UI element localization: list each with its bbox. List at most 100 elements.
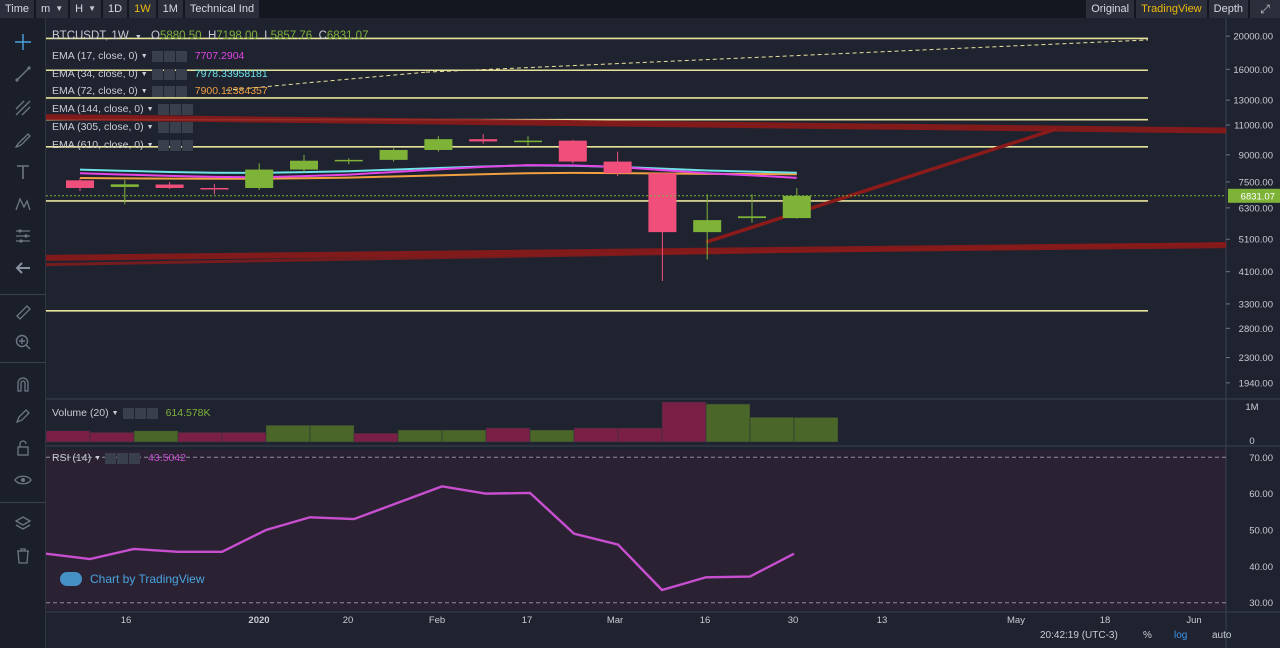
ema-label: EMA (144, close, 0) <box>52 103 144 115</box>
eye-icon[interactable] <box>134 407 146 419</box>
fullscreen-icon[interactable]: ⤢ <box>1250 0 1280 18</box>
interval-1d-button[interactable]: 1D <box>103 0 128 18</box>
prediction-tool-icon[interactable] <box>13 226 33 246</box>
view-original-tab[interactable]: Original <box>1086 0 1135 18</box>
technical-indicators-button[interactable]: Technical Ind <box>184 0 260 18</box>
settings-icon[interactable] <box>157 103 169 115</box>
fib-retracement-icon[interactable] <box>13 98 33 118</box>
volume-bar <box>485 427 531 443</box>
settings-icon[interactable] <box>122 407 134 419</box>
ema-legend-row[interactable]: EMA (34, close, 0) ▼ 7978.33958181 <box>52 68 268 80</box>
ema-legend-row[interactable]: EMA (72, close, 0) ▼ 7900.12384357 <box>52 85 268 97</box>
low-label: L <box>264 30 271 42</box>
draw-mode-icon[interactable] <box>13 406 33 426</box>
close-icon[interactable] <box>175 68 187 80</box>
view-depth-tab[interactable]: Depth <box>1208 0 1248 18</box>
close-icon[interactable] <box>181 121 193 133</box>
watermark-label: Chart by TradingView <box>90 572 205 586</box>
close-icon[interactable] <box>129 452 141 464</box>
open-label: O <box>151 30 160 42</box>
time-axis-label: 16 <box>700 615 711 626</box>
toolbar-divider <box>0 502 46 503</box>
last-price-label: 6831.07 <box>1241 191 1275 202</box>
volume-legend[interactable]: Volume (20) ▼ 614.578K <box>52 407 211 419</box>
eye-icon[interactable] <box>163 50 175 62</box>
close-icon[interactable] <box>181 103 193 115</box>
text-tool-icon[interactable] <box>13 162 33 182</box>
ruler-icon[interactable] <box>13 302 33 322</box>
settings-icon[interactable] <box>105 452 117 464</box>
time-button[interactable]: Time <box>0 0 35 18</box>
volume-axis-label: 1M <box>1245 402 1258 413</box>
eye-icon[interactable] <box>169 103 181 115</box>
volume-bar <box>89 432 135 443</box>
eye-icon[interactable] <box>117 452 129 464</box>
settings-icon[interactable] <box>151 50 163 62</box>
layers-icon[interactable] <box>13 514 33 534</box>
volume-bar <box>133 430 179 443</box>
eye-icon[interactable] <box>163 85 175 97</box>
candle-body <box>66 180 94 188</box>
magnet-icon[interactable] <box>13 374 33 394</box>
ema-legend-row[interactable]: EMA (610, close, 0) ▼ <box>52 137 199 153</box>
eye-icon[interactable] <box>169 121 181 133</box>
interval-1m-label: 1M <box>162 3 178 15</box>
minute-dropdown[interactable]: m ▼ <box>36 0 69 18</box>
volume-bar <box>353 432 399 443</box>
hour-dropdown[interactable]: H ▼ <box>70 0 102 18</box>
brush-icon[interactable] <box>13 130 33 150</box>
trend-line-icon[interactable] <box>13 64 33 84</box>
arrow-left-icon[interactable] <box>13 258 33 278</box>
lock-icon[interactable] <box>13 438 33 458</box>
price-axis-label: 6300.00 <box>1239 203 1273 214</box>
chart-canvas[interactable]: 20000.00 16000.00 13000.00 11000.00 9000.00 7… <box>45 18 1280 648</box>
time-axis-label: 2020 <box>248 615 269 626</box>
ema-legend-row[interactable]: EMA (305, close, 0) ▼ <box>52 119 199 135</box>
settings-icon[interactable] <box>157 121 169 133</box>
rsi-legend[interactable]: RSI (14) ▼ 43.5042 <box>52 452 186 464</box>
volume-label: Volume (20) <box>52 407 109 419</box>
crosshair-icon[interactable] <box>13 32 33 52</box>
candle-body <box>110 184 139 187</box>
hour-label: H <box>75 3 84 15</box>
eye-icon[interactable] <box>169 139 181 151</box>
high-value: 7198.00 <box>216 30 258 42</box>
interval-1w-button[interactable]: 1W <box>129 0 156 18</box>
candle-body <box>514 140 542 143</box>
eye-icon[interactable] <box>163 68 175 80</box>
ema-legend-row[interactable]: EMA (144, close, 0) ▼ <box>52 101 199 117</box>
rsi-axis-label: 50.00 <box>1249 526 1273 537</box>
settings-icon[interactable] <box>151 68 163 80</box>
tradingview-watermark[interactable]: Chart by TradingView <box>60 572 205 586</box>
toolbar-divider <box>0 362 46 363</box>
clock-label: 20:42:19 (UTC-3) <box>1040 630 1118 641</box>
settings-icon[interactable] <box>151 85 163 97</box>
percent-toggle[interactable]: % <box>1143 630 1152 641</box>
ema-legend-row[interactable]: EMA (17, close, 0) ▼ 7707.2904 <box>52 50 245 62</box>
candle-body <box>469 139 498 142</box>
zoom-in-icon[interactable] <box>13 332 33 352</box>
auto-toggle[interactable]: auto <box>1212 630 1232 641</box>
rsi-line <box>45 485 795 592</box>
trash-icon[interactable] <box>13 546 33 566</box>
high-label: H <box>207 30 217 42</box>
close-icon[interactable] <box>181 139 193 151</box>
close-icon[interactable] <box>175 85 187 97</box>
close-icon[interactable] <box>146 407 158 419</box>
log-toggle[interactable]: log <box>1174 630 1188 641</box>
time-axis-label: May <box>1007 615 1025 626</box>
red-trend-line <box>705 127 1057 244</box>
interval-1m-button[interactable]: 1M <box>157 0 183 18</box>
eye-icon[interactable] <box>13 470 33 490</box>
pattern-tool-icon[interactable] <box>13 194 33 214</box>
time-axis-label: 13 <box>877 615 888 626</box>
time-axis-label: 30 <box>788 615 799 626</box>
view-tradingview-tab[interactable]: TradingView <box>1136 0 1207 18</box>
volume-bar <box>749 416 795 443</box>
price-axis-label: 20000.00 <box>1233 32 1273 43</box>
price-chart[interactable]: 20000.00 16000.00 13000.00 11000.00 9000.00 7… <box>45 18 1280 648</box>
ema-value: 7707.2904 <box>194 50 245 62</box>
close-icon[interactable] <box>175 50 187 62</box>
settings-icon[interactable] <box>157 139 169 151</box>
close-label: C <box>318 30 327 42</box>
